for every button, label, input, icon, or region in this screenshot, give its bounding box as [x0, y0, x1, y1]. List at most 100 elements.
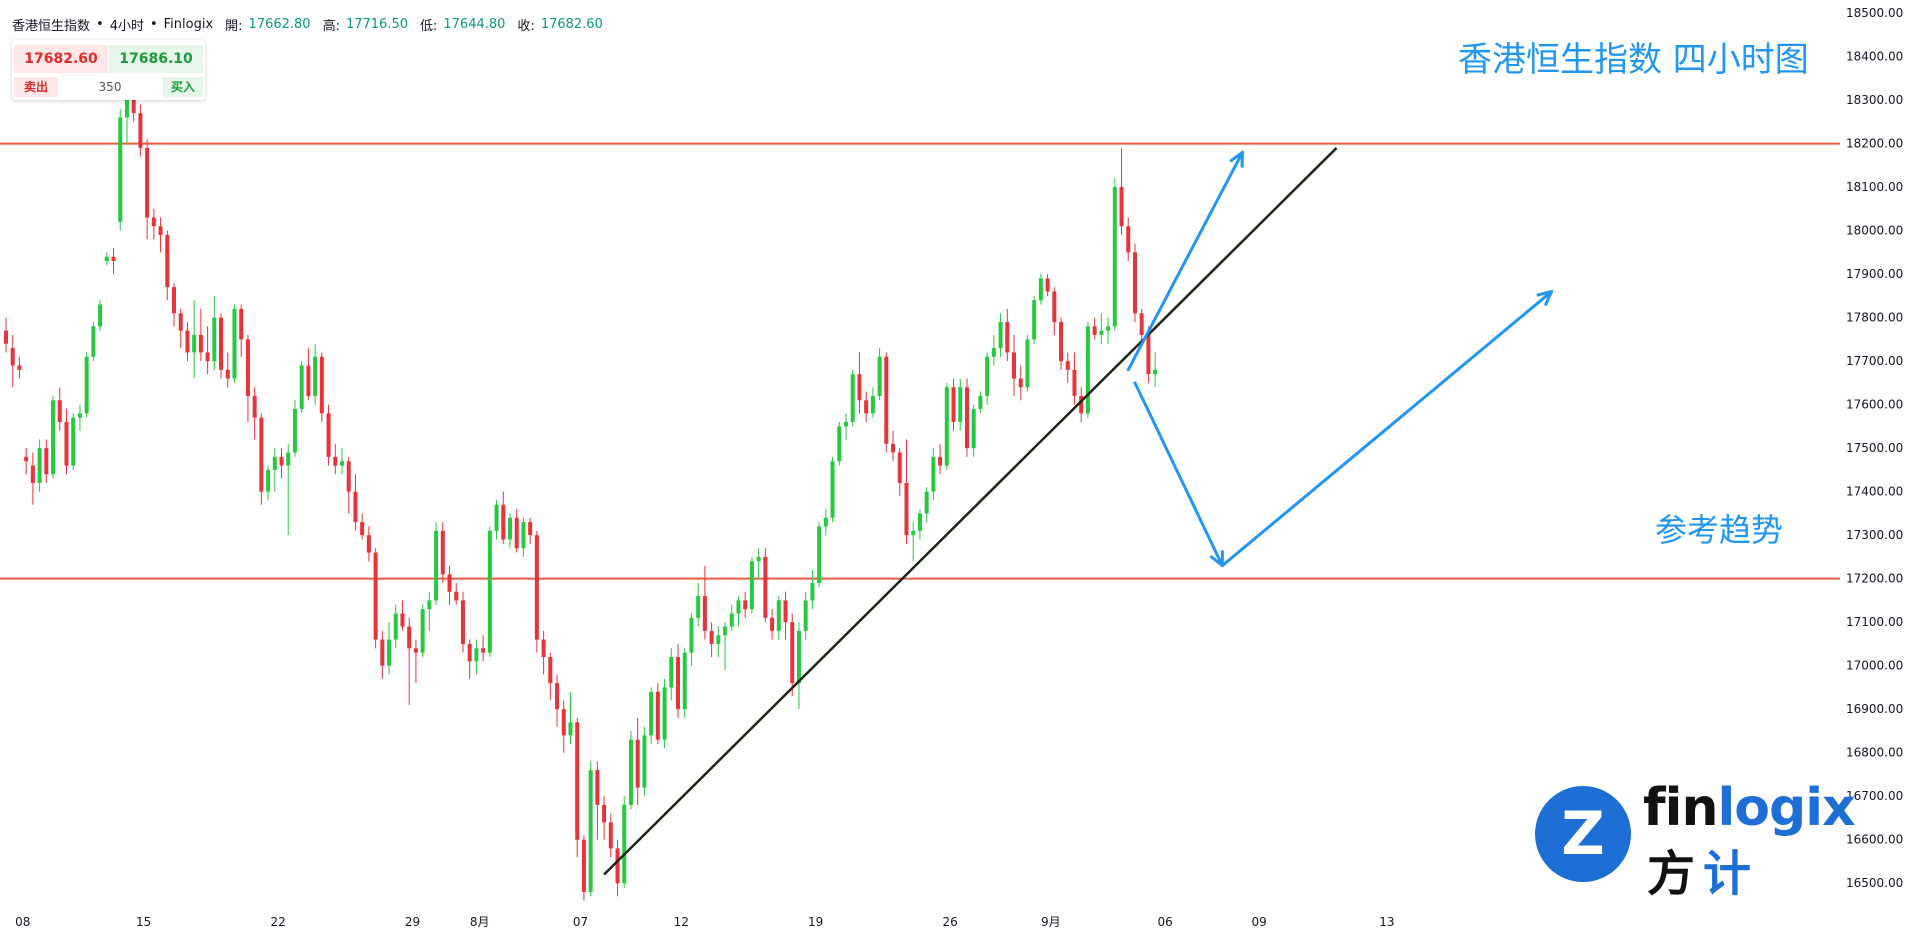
candle-body — [481, 648, 486, 653]
high-label: 高: — [322, 19, 340, 34]
low-label: 低: — [420, 19, 438, 34]
symbol-header: 香港恒生指数 • 4小时 • Finlogix 開: 17662.80 高: 1… — [12, 15, 603, 34]
quantity-input[interactable]: 350 — [98, 80, 122, 94]
candle-body — [1132, 252, 1137, 314]
candle-body — [508, 517, 512, 540]
candle-body — [770, 617, 775, 631]
candle-body — [454, 591, 459, 601]
candle-body — [111, 256, 116, 262]
candle-body — [951, 387, 956, 423]
open-label: 開: — [225, 19, 243, 34]
candle-body — [655, 691, 660, 740]
candle-body — [1065, 361, 1070, 370]
candle-body — [494, 504, 499, 531]
candle-body — [830, 461, 835, 518]
candle-body — [299, 365, 304, 409]
candle-body — [138, 113, 143, 148]
candle-body — [736, 600, 741, 614]
candle-body — [192, 335, 197, 353]
y-tick-label: 16600.00 — [1846, 833, 1903, 847]
x-tick-label: 22 — [270, 915, 285, 929]
projection-arrow-line — [1133, 381, 1224, 568]
candle-body — [346, 461, 351, 492]
candle-body — [870, 395, 875, 414]
x-tick-label: 07 — [573, 915, 588, 929]
arrow-head-icon — [1536, 290, 1554, 306]
candle-body — [71, 417, 76, 466]
candle-body — [723, 626, 728, 636]
sell-price-button[interactable]: 17682.60 — [14, 45, 108, 73]
candle-body — [1139, 313, 1144, 336]
candle-body — [709, 630, 714, 644]
candle-body — [57, 400, 62, 423]
candle-body — [232, 308, 237, 379]
candle-body — [245, 339, 250, 396]
close-value: 17682.60 — [540, 17, 603, 32]
candle-body — [44, 448, 49, 475]
y-tick-label: 17000.00 — [1846, 659, 1903, 673]
candle-body — [581, 839, 586, 892]
candle-body — [104, 256, 109, 262]
candle-body — [1045, 278, 1050, 292]
x-tick-label: 19 — [808, 915, 823, 929]
candle-body — [850, 374, 855, 423]
candle-body — [460, 600, 465, 644]
candle-body — [30, 465, 35, 483]
candle-body — [608, 822, 613, 849]
candle-body — [407, 626, 412, 649]
candle-body — [1119, 187, 1124, 227]
y-tick-label: 17600.00 — [1846, 398, 1903, 412]
candle-body — [837, 426, 842, 462]
candle-body — [669, 656, 674, 688]
candle-body — [360, 522, 365, 536]
projection-arrows — [1126, 150, 1554, 568]
candle-body — [178, 313, 183, 331]
candle-body — [10, 348, 15, 366]
y-tick-label: 17400.00 — [1846, 485, 1903, 499]
candle-body — [514, 517, 519, 549]
candle-body — [756, 556, 761, 562]
candle-body — [313, 356, 318, 396]
candle-body — [521, 522, 526, 549]
support-trendline — [603, 147, 1338, 876]
candle-body — [474, 648, 479, 662]
y-tick-label: 16500.00 — [1846, 876, 1903, 890]
candle-body — [279, 456, 284, 466]
candle-body — [319, 356, 324, 414]
trendline-layer — [603, 147, 1338, 876]
candle-body — [743, 600, 748, 610]
y-tick-label: 16700.00 — [1846, 789, 1903, 803]
candle-body — [400, 613, 405, 627]
candle-body — [373, 552, 378, 640]
candle-body — [98, 304, 103, 327]
candle-body — [1126, 226, 1131, 253]
candle-body — [434, 530, 439, 601]
candle-body — [615, 848, 620, 884]
timeframe[interactable]: 4小时 — [109, 19, 144, 34]
candle-body — [588, 770, 593, 892]
buy-button[interactable]: 买入 — [163, 77, 203, 97]
close-label: 收: — [517, 19, 535, 34]
high-value: 17716.50 — [345, 17, 408, 32]
candle-body — [561, 709, 566, 736]
candle-body — [528, 522, 533, 536]
candle-body — [1099, 330, 1104, 336]
candle-body — [205, 352, 210, 362]
buy-price-button[interactable]: 17686.10 — [109, 45, 203, 73]
logo-text-a: fin — [1643, 778, 1718, 838]
candle-body — [803, 600, 808, 631]
y-tick-label: 17500.00 — [1846, 441, 1903, 455]
candle-body — [676, 656, 680, 710]
candle-body — [340, 461, 344, 466]
candle-body — [776, 600, 781, 631]
projection-arrow-line — [1126, 150, 1244, 372]
candle-body — [239, 308, 244, 340]
candle-body — [151, 217, 156, 227]
y-tick-label: 17100.00 — [1846, 615, 1903, 629]
candle-body — [958, 387, 963, 423]
candle-body — [1106, 326, 1111, 331]
candle-body — [1092, 326, 1097, 336]
candle-body — [998, 321, 1003, 349]
sell-button[interactable]: 卖出 — [14, 77, 58, 97]
candle-body — [595, 770, 600, 805]
